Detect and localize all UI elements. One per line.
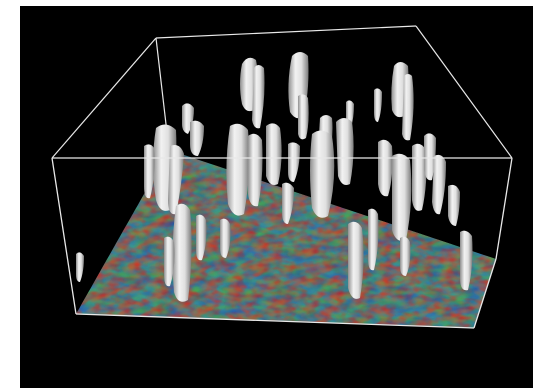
box-front-edges [51, 157, 513, 329]
volume-render [51, 25, 513, 329]
render-viewport [20, 6, 533, 388]
box-back-edges [51, 25, 513, 159]
scalar-field-slice [76, 150, 496, 328]
